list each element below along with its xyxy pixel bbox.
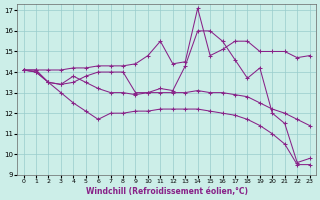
- X-axis label: Windchill (Refroidissement éolien,°C): Windchill (Refroidissement éolien,°C): [85, 187, 248, 196]
